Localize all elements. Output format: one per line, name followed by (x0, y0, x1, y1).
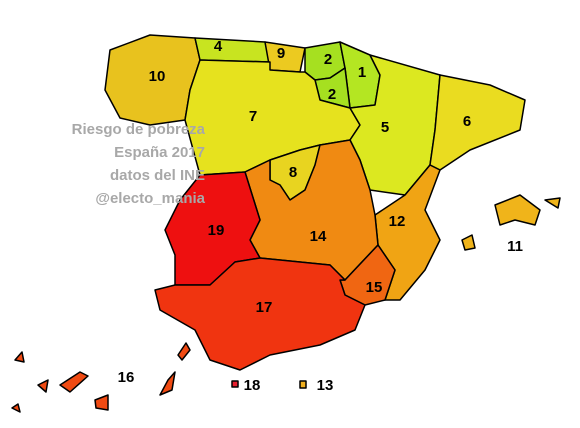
region (544, 197, 561, 209)
region (177, 342, 191, 361)
region (299, 380, 307, 389)
regions (11, 34, 561, 413)
region-rank: 8 (289, 164, 297, 181)
region-rank: 13 (317, 377, 334, 394)
region (59, 371, 89, 393)
region (429, 74, 526, 171)
region (94, 394, 109, 411)
region (231, 380, 239, 388)
title-line: datos del INE (110, 167, 205, 184)
region-rank: 12 (389, 213, 406, 230)
region (194, 37, 271, 63)
region-rank: 6 (463, 113, 471, 130)
region-rank: 19 (208, 222, 225, 239)
region-rank: 7 (249, 108, 257, 125)
region-rank: 9 (277, 45, 285, 62)
region (14, 351, 25, 363)
region (11, 403, 21, 413)
region-rank: 14 (310, 228, 327, 245)
region-rank: 2 (328, 86, 336, 103)
region-rank: 1 (358, 64, 366, 81)
region-rank: 16 (118, 369, 135, 386)
title-line: Riesgo de pobreza (72, 121, 206, 138)
region (37, 379, 49, 393)
region-rank: 5 (381, 119, 389, 136)
region-rank: 2 (324, 51, 332, 68)
region (494, 194, 541, 226)
region (159, 371, 176, 396)
region (154, 257, 366, 371)
region-rank: 15 (366, 279, 383, 296)
title-line: España 2017 (114, 144, 205, 161)
region-rank: 10 (149, 68, 166, 85)
region-rank: 18 (244, 377, 261, 394)
region-rank: 4 (214, 38, 223, 55)
region-rank: 17 (256, 299, 273, 316)
region (461, 234, 476, 251)
title-line: @electo_mania (95, 190, 205, 207)
region-rank: 11 (507, 238, 523, 255)
